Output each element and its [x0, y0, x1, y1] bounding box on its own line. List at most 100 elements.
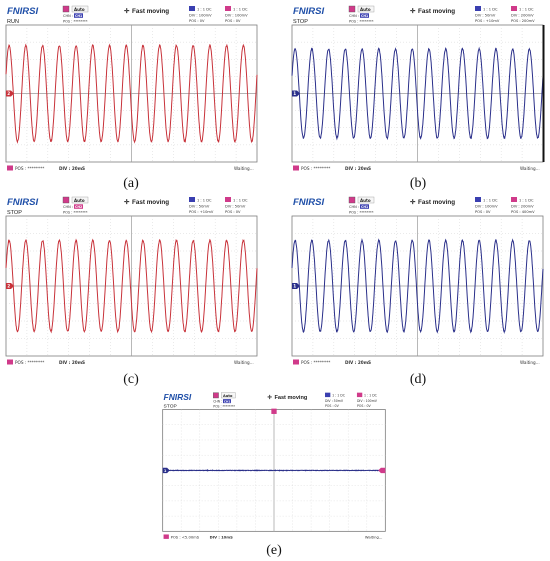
trigger-mode-box [357, 5, 375, 13]
run-status: STOP [7, 210, 22, 216]
trigger-mode-box [71, 196, 89, 204]
oscilloscope-panel-b: FNIRSI STOP Auto CHN : CH1 POS : ******** ✛ Fas… [289, 3, 546, 174]
timebase-pos: POS : ******** [15, 166, 44, 171]
ch1-div: DIV : 50mV [325, 399, 344, 403]
timebase-badge [293, 165, 299, 171]
timebase-pos: POS : ******** [301, 166, 330, 171]
trigger-icon [62, 196, 70, 204]
caption-e: (e) [266, 543, 282, 558]
timebase-div: DIV : 20mS [59, 360, 85, 365]
trigger-pos: POS : ******** [63, 211, 88, 215]
caption-d: (d) [409, 372, 427, 387]
trigger-mode: Auto [223, 394, 233, 398]
move-icon: ✛ [410, 8, 415, 15]
ch2-header: 1 : 1 DC [233, 7, 248, 11]
trigger-pos: POS : ******** [349, 20, 374, 24]
chn-label: CHN : [63, 205, 73, 209]
timebase-div: DIV : 20mS [345, 166, 371, 171]
channel-marker-label: 1 [164, 469, 167, 473]
caption-c: (c) [123, 372, 139, 387]
ch2-header: 1 : 1 DC [364, 393, 378, 397]
ch1-header: 1 : 1 DC [197, 198, 212, 202]
ch2-pos: POS : 200mV [511, 19, 535, 23]
brand-logo: FNIRSI [164, 392, 192, 402]
ch2-badge [511, 6, 517, 11]
ch1-badge [325, 392, 331, 398]
ch2-pos: POS : 0V [225, 19, 241, 23]
move-icon: ✛ [410, 199, 415, 206]
chn-badge [222, 399, 231, 404]
mode-title: Fast moving [132, 8, 169, 15]
trigger-pos: POS : ******** [213, 404, 235, 408]
ch2-div: DIV : 50mV [225, 205, 246, 209]
ch2-header: 1 : 1 DC [519, 198, 534, 202]
oscilloscope-panel-d: FNIRSI Auto CHN : CH1 POS : ******** ✛ Fast mo… [289, 194, 546, 368]
chn-value: CH1 [361, 205, 368, 209]
trigger-state: Waiting... [365, 535, 383, 539]
waveform-trace [291, 46, 544, 141]
waveform-trace [291, 238, 544, 334]
move-icon: ✛ [267, 394, 272, 401]
brand-logo: FNIRSI [7, 6, 39, 17]
timebase-badge [7, 359, 13, 365]
chn-label: CHN : [213, 399, 222, 403]
ch1-badge [189, 197, 195, 202]
chn-value: CH1 [361, 14, 368, 18]
ch1-pos: POS : +10mV [475, 19, 500, 23]
ch1-header: 1 : 1 DC [483, 7, 498, 11]
trigger-state: Waiting... [520, 166, 540, 171]
chn-label: CHN : [349, 14, 359, 18]
ch2-pos: POS : 400mV [511, 210, 535, 214]
ch2-badge [356, 392, 363, 398]
ch2-pos: POS : 0V [357, 404, 372, 408]
timebase-badge [293, 359, 299, 365]
channel-marker [162, 467, 170, 474]
waveform-trace [162, 469, 386, 472]
chn-value: CH2 [75, 205, 82, 209]
trigger-mode: Auto [360, 198, 371, 203]
timebase-div: DIV : 20mS [59, 166, 85, 171]
oscilloscope-panel-a: FNIRSI RUN Auto CHN : CH1 POS : ******** ✛ Fast… [3, 3, 260, 174]
channel-marker-label: 1 [293, 284, 296, 289]
mode-title: Fast moving [418, 199, 455, 206]
ch1-header: 1 : 1 DC [332, 393, 346, 397]
trigger-state: Waiting... [234, 166, 254, 171]
channel-marker-label: 2 [7, 91, 10, 96]
channel-marker [6, 283, 14, 289]
brand-logo: FNIRSI [293, 197, 325, 208]
caption-a: (a) [123, 176, 139, 191]
chn-value: CH1 [224, 399, 230, 403]
ch1-header: 1 : 1 DC [197, 7, 212, 11]
move-icon: ✛ [124, 199, 129, 206]
move-icon: ✛ [124, 8, 129, 15]
ch1-div: DIV : 100mV [189, 14, 212, 18]
run-status: STOP [164, 404, 177, 410]
trigger-mode: Auto [74, 7, 85, 12]
ch1-badge [475, 6, 481, 11]
ch2-div: DIV : 100mV [357, 399, 378, 403]
ch2-badge [511, 197, 517, 202]
chn-badge [74, 13, 83, 18]
ch2-div: DIV : 200mV [511, 14, 534, 18]
mode-title: Fast moving [274, 395, 307, 401]
ch2-badge [225, 6, 231, 11]
trigger-icon [62, 5, 70, 13]
oscilloscope-panel-c: FNIRSI STOP Auto CHN : CH2 POS : ******** ✛ Fas… [3, 194, 260, 368]
caption-b: (b) [409, 176, 427, 191]
chn-value: CH1 [75, 14, 82, 18]
chn-label: CHN : [63, 14, 73, 18]
right-edge-bar [542, 25, 545, 162]
timebase-badge [7, 165, 13, 171]
oscilloscope-panel-e: FNIRSI STOP Auto CHN : CH1 POS : ******** ✛ Fas… [160, 390, 388, 542]
trigger-state: Waiting... [520, 360, 540, 365]
timebase-div: DIV : 10mS [210, 535, 233, 539]
ch1-pos: POS : 0V [189, 19, 205, 23]
ch1-pos: POS : +10mV [189, 210, 214, 214]
trigger-mode: Auto [360, 7, 371, 12]
trigger-level-marker [378, 467, 386, 474]
trigger-icon [348, 196, 356, 204]
trigger-icon [213, 392, 219, 399]
